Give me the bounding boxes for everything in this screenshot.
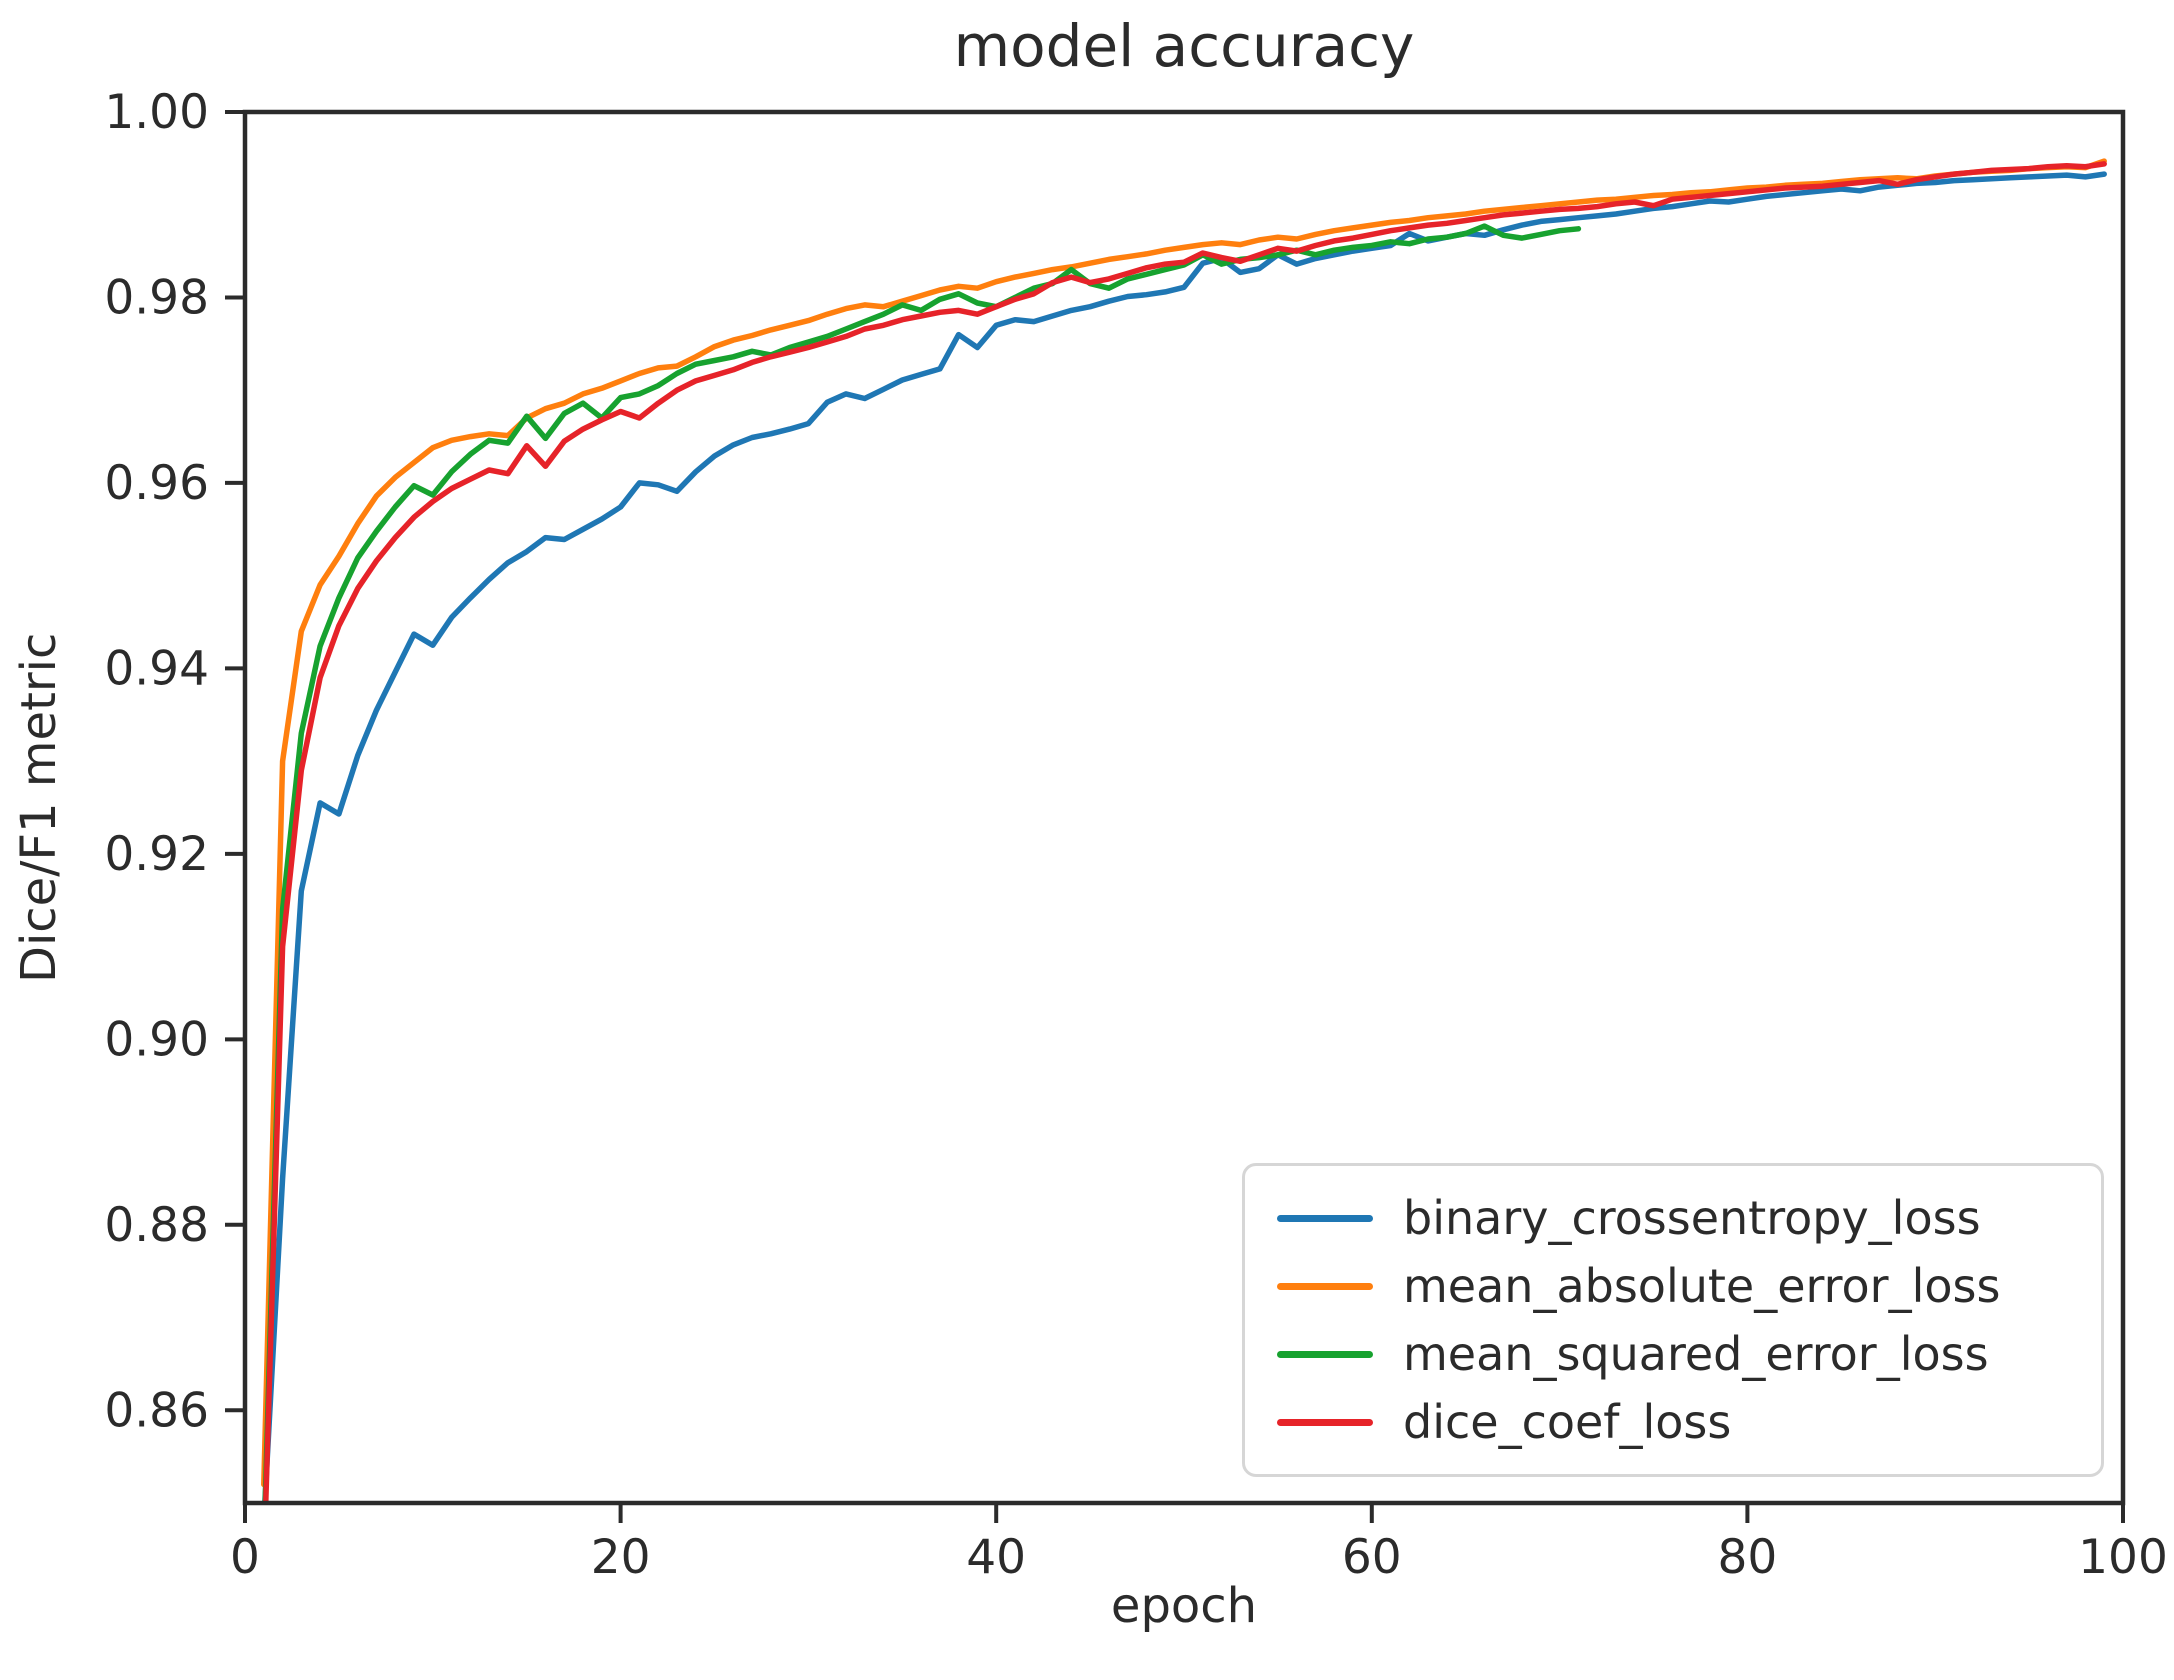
- x-tick-label: 60: [1342, 1530, 1402, 1585]
- legend-line-swatch: [1277, 1214, 1373, 1222]
- series-line-dice_coef_loss: [263, 161, 2107, 1503]
- legend-label: dice_coef_loss: [1403, 1395, 1732, 1449]
- series-line-mean_squared_error_loss: [262, 223, 1582, 1503]
- y-tick-label: 0.96: [104, 456, 209, 511]
- legend-line-swatch: [1277, 1418, 1373, 1426]
- y-tick-label: 0.88: [104, 1198, 209, 1253]
- chart-title: model accuracy: [953, 12, 1415, 80]
- x-tick-label: 20: [591, 1530, 651, 1585]
- legend-label: mean_squared_error_loss: [1403, 1327, 1989, 1381]
- x-tick-label: 0: [230, 1530, 260, 1585]
- legend-label: mean_absolute_error_loss: [1403, 1259, 2001, 1313]
- y-tick-label: 1.00: [104, 85, 209, 140]
- series-line-mean_absolute_error_loss: [261, 158, 2107, 1488]
- series-line-binary_crossentropy_loss: [262, 171, 2107, 1503]
- legend: binary_crossentropy_loss mean_absolute_er…: [1242, 1163, 2104, 1477]
- x-tick-label: 80: [1717, 1530, 1777, 1585]
- y-tick-label: 0.94: [104, 641, 209, 696]
- y-tick-label: 0.92: [104, 827, 209, 882]
- legend-item-binary_crossentropy_loss: binary_crossentropy_loss: [1277, 1190, 2071, 1246]
- axes-spines: [242, 109, 2126, 1506]
- legend-item-dice_coef_loss: dice_coef_loss: [1277, 1394, 2071, 1450]
- y-tick-label: 0.90: [104, 1012, 209, 1067]
- y-tick-label: 0.86: [104, 1383, 209, 1438]
- y-tick-label: 0.98: [104, 270, 209, 325]
- x-axis-label: epoch: [1110, 1578, 1258, 1634]
- legend-line-swatch: [1277, 1350, 1373, 1358]
- legend-line-swatch: [1277, 1282, 1373, 1290]
- x-tick-label: 100: [2078, 1530, 2168, 1585]
- legend-item-mean_absolute_error_loss: mean_absolute_error_loss: [1277, 1258, 2071, 1314]
- legend-item-mean_squared_error_loss: mean_squared_error_loss: [1277, 1326, 2071, 1382]
- x-tick-label: 40: [966, 1530, 1026, 1585]
- legend-label: binary_crossentropy_loss: [1403, 1191, 1981, 1245]
